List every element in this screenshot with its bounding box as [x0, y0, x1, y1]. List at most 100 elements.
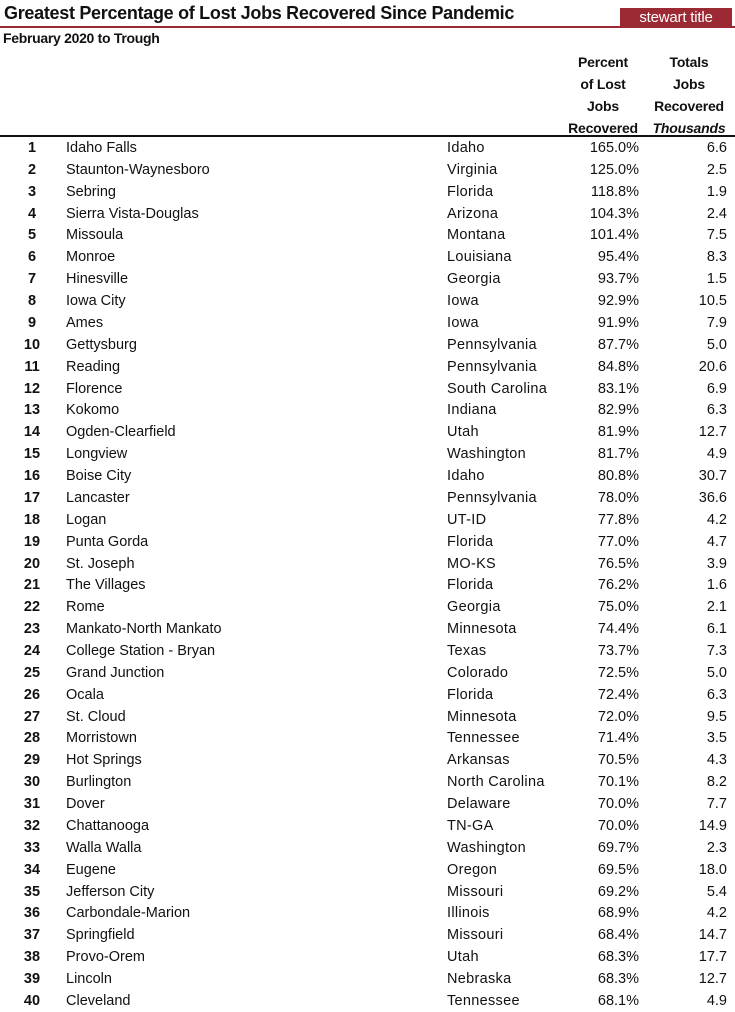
rank-cell: 21	[23, 577, 41, 594]
metro-cell: Rome	[66, 599, 105, 616]
header-line: Recovered	[568, 120, 638, 136]
table-row: 28 Morristown Tennessee 71.4% 3.5	[0, 727, 735, 749]
state-cell: Delaware	[447, 796, 511, 813]
rank-cell: 26	[23, 686, 41, 703]
metro-cell: Provo-Orem	[66, 949, 145, 966]
metro-cell: Missoula	[66, 227, 124, 244]
percent-cell: 69.2%	[597, 883, 639, 900]
rank-cell: 2	[27, 161, 37, 178]
rank-cell: 5	[27, 227, 37, 244]
metro-cell: Boise City	[66, 468, 132, 485]
rank-cell: 12	[23, 380, 41, 397]
table-row: 12 Florence South Carolina 83.1% 6.9	[0, 378, 735, 400]
metro-cell: Kokomo	[66, 402, 120, 419]
percent-cell: 83.1%	[597, 380, 639, 397]
title-divider	[0, 26, 735, 28]
state-cell: Pennsylvania	[447, 336, 537, 353]
table-row: 10 Gettysburg Pennsylvania 87.7% 5.0	[0, 334, 735, 356]
state-cell: TN-GA	[447, 817, 494, 834]
header-line: Recovered	[654, 98, 724, 114]
state-cell: Missouri	[447, 927, 504, 944]
metro-cell: Iowa City	[66, 293, 126, 310]
state-cell: Pennsylvania	[447, 489, 537, 506]
table-row: 20 St. Joseph MO-KS 76.5% 3.9	[0, 553, 735, 575]
percent-cell: 93.7%	[597, 271, 639, 288]
rank-cell: 6	[27, 249, 37, 266]
table-row: 14 Ogden-Clearfield Utah 81.9% 12.7	[0, 421, 735, 443]
metro-cell: Reading	[66, 358, 121, 375]
rank-cell: 23	[23, 621, 41, 638]
percent-cell: 81.9%	[597, 424, 639, 441]
table-row: 38 Provo-Orem Utah 68.3% 17.7	[0, 946, 735, 968]
percent-cell: 118.8%	[590, 183, 639, 200]
state-cell: Arkansas	[447, 752, 510, 769]
metro-cell: Mankato-North Mankato	[66, 621, 222, 638]
table-row: 32 Chattanooga TN-GA 70.0% 14.9	[0, 815, 735, 837]
rank-cell: 4	[27, 205, 37, 222]
totals-cell: 4.7	[706, 533, 727, 550]
rank-cell: 35	[23, 883, 41, 900]
column-header-totals: Totals Jobs Recovered Thousands	[646, 51, 732, 139]
rank-cell: 37	[23, 927, 41, 944]
rank-cell: 1	[27, 140, 37, 156]
table-row: 26 Ocala Florida 72.4% 6.3	[0, 684, 735, 706]
state-cell: Pennsylvania	[447, 358, 537, 375]
percent-cell: 74.4%	[597, 621, 639, 638]
metro-cell: Cleveland	[66, 992, 131, 1009]
percent-cell: 70.1%	[597, 774, 639, 791]
state-cell: Florida	[447, 183, 494, 200]
rank-cell: 7	[27, 271, 37, 288]
totals-cell: 6.6	[706, 140, 727, 156]
totals-cell: 3.5	[706, 730, 727, 747]
rank-cell: 14	[23, 424, 41, 441]
table-row: 18 Logan UT-ID 77.8% 4.2	[0, 509, 735, 531]
percent-cell: 95.4%	[597, 249, 639, 266]
table-row: 1 Idaho Falls Idaho 165.0% 6.6	[0, 137, 735, 159]
totals-cell: 4.3	[706, 752, 727, 769]
rank-cell: 11	[24, 358, 40, 375]
totals-cell: 14.7	[698, 927, 727, 944]
table-row: 31 Dover Delaware 70.0% 7.7	[0, 793, 735, 815]
totals-cell: 17.7	[698, 949, 727, 966]
totals-cell: 2.5	[706, 161, 727, 178]
percent-cell: 68.3%	[597, 971, 639, 988]
state-cell: Georgia	[447, 599, 501, 616]
percent-cell: 68.3%	[597, 949, 639, 966]
percent-cell: 84.8%	[597, 358, 639, 375]
totals-cell: 18.0	[698, 861, 727, 878]
percent-cell: 70.0%	[597, 796, 639, 813]
header-line: Jobs	[587, 98, 619, 114]
rank-cell: 22	[23, 599, 41, 616]
state-cell: Oregon	[447, 861, 498, 878]
metro-cell: Lincoln	[66, 971, 112, 988]
header-line: Totals	[669, 54, 709, 70]
metro-cell: St. Joseph	[66, 555, 135, 572]
percent-cell: 76.2%	[597, 577, 639, 594]
percent-cell: 76.5%	[597, 555, 639, 572]
rank-cell: 40	[23, 992, 41, 1009]
metro-cell: Ocala	[66, 686, 104, 703]
percent-cell: 125.0%	[589, 161, 639, 178]
totals-cell: 3.9	[706, 555, 727, 572]
metro-cell: Dover	[66, 796, 105, 813]
state-cell: Washington	[447, 839, 527, 856]
percent-cell: 81.7%	[597, 446, 639, 463]
state-cell: Indiana	[447, 402, 497, 419]
metro-cell: Ames	[66, 314, 104, 331]
metro-cell: Eugene	[66, 861, 116, 878]
rank-cell: 17	[23, 489, 41, 506]
totals-cell: 6.1	[706, 621, 727, 638]
metro-cell: Gettysburg	[66, 336, 137, 353]
state-cell: Illinois	[447, 905, 490, 922]
table-row: 34 Eugene Oregon 69.5% 18.0	[0, 859, 735, 881]
metro-cell: Jefferson City	[66, 883, 155, 900]
totals-cell: 36.6	[698, 489, 727, 506]
state-cell: MO-KS	[447, 555, 497, 572]
rank-cell: 18	[23, 511, 41, 528]
page-title: Greatest Percentage of Lost Jobs Recover…	[4, 3, 515, 23]
header-divider	[0, 135, 735, 137]
totals-cell: 5.0	[706, 336, 727, 353]
table-row: 37 Springfield Missouri 68.4% 14.7	[0, 924, 735, 946]
state-cell: Montana	[447, 227, 506, 244]
state-cell: Minnesota	[447, 708, 517, 725]
